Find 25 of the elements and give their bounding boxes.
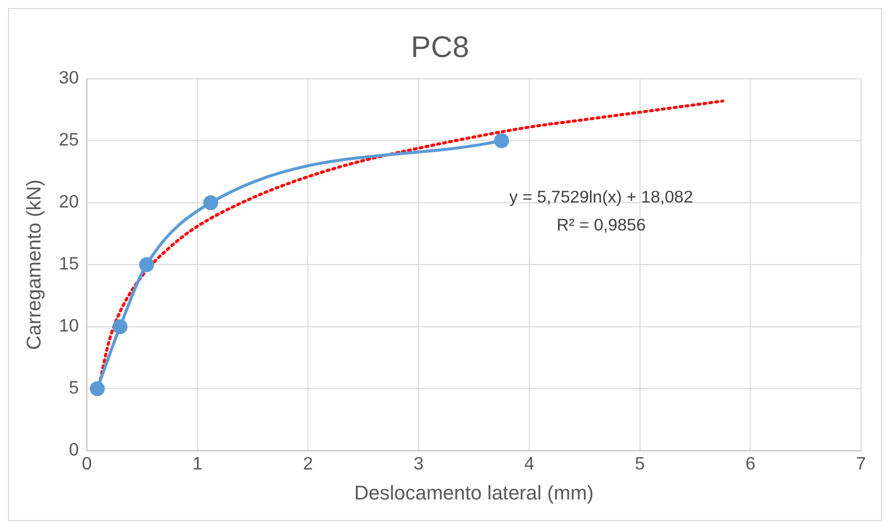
chart-title: PC8 <box>410 31 470 64</box>
x-tick-label: 0 <box>82 453 92 474</box>
y-tick-label: 30 <box>58 68 79 88</box>
x-tick-label: 3 <box>414 453 424 474</box>
x-tick-label: 7 <box>856 453 866 474</box>
y-tick-label: 10 <box>58 316 79 336</box>
x-tick-label: 6 <box>745 453 756 474</box>
y-tick-label: 25 <box>58 130 79 150</box>
point <box>494 133 510 148</box>
x-tick-label: 5 <box>634 453 645 474</box>
point <box>112 319 128 334</box>
annotation: y = 5,7529ln(x) + 18,082 <box>509 188 694 207</box>
x-tick-label: 4 <box>524 453 534 474</box>
point <box>90 381 105 396</box>
y-tick-label: 0 <box>68 440 79 460</box>
annotation: R² = 0,9856 <box>556 216 646 235</box>
y-tick-label: 20 <box>58 192 79 212</box>
y-tick-label: 5 <box>68 378 79 398</box>
x-tick-label: 2 <box>303 453 314 474</box>
y-tick-label: 15 <box>58 254 79 274</box>
point <box>139 257 154 272</box>
x-tick-label: 1 <box>192 453 202 474</box>
x-axis-title: Deslocamento lateral (mm) <box>354 482 594 505</box>
point <box>203 195 218 210</box>
y-axis-title: Carregamento (kN) <box>23 180 46 350</box>
